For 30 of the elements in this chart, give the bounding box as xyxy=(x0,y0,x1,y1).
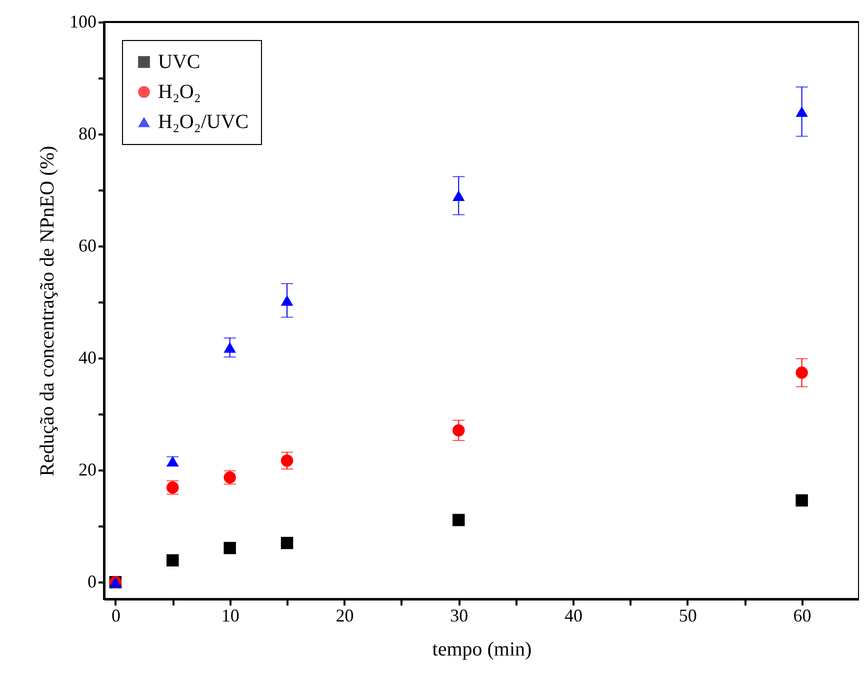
point xyxy=(452,514,465,526)
x-tick-label: 0 xyxy=(111,606,120,626)
x-tick-label: 30 xyxy=(450,606,468,626)
legend-label: H₂O₂ xyxy=(158,81,201,103)
point xyxy=(224,542,236,554)
y-tick-label: 100 xyxy=(70,12,96,32)
legend-label: H₂O₂/UVC xyxy=(158,111,249,133)
x-tick-label: 10 xyxy=(221,606,240,626)
point xyxy=(224,342,236,353)
y-tick-label: 40 xyxy=(78,348,96,368)
x-tick-label: 50 xyxy=(678,606,697,626)
y-tick-label: 0 xyxy=(88,572,96,592)
x-tick-label: 60 xyxy=(793,606,812,626)
point xyxy=(796,494,808,507)
y-tick-label: 60 xyxy=(78,236,96,256)
point xyxy=(280,454,294,467)
x-axis-title: tempo (min) xyxy=(432,638,532,660)
point xyxy=(280,536,294,550)
x-tick-label: 40 xyxy=(564,606,583,626)
legend-label: UVC xyxy=(158,51,200,73)
point xyxy=(452,424,465,436)
y-tick-label: 20 xyxy=(78,460,96,480)
point xyxy=(280,295,294,306)
x-tick-label: 20 xyxy=(336,606,354,626)
y-tick-label: 80 xyxy=(78,124,96,144)
point xyxy=(796,366,808,379)
y-axis-title: Redução da concentração de NPnEO (%) xyxy=(36,146,58,476)
point xyxy=(796,106,808,117)
point xyxy=(166,554,179,566)
point xyxy=(452,190,465,201)
